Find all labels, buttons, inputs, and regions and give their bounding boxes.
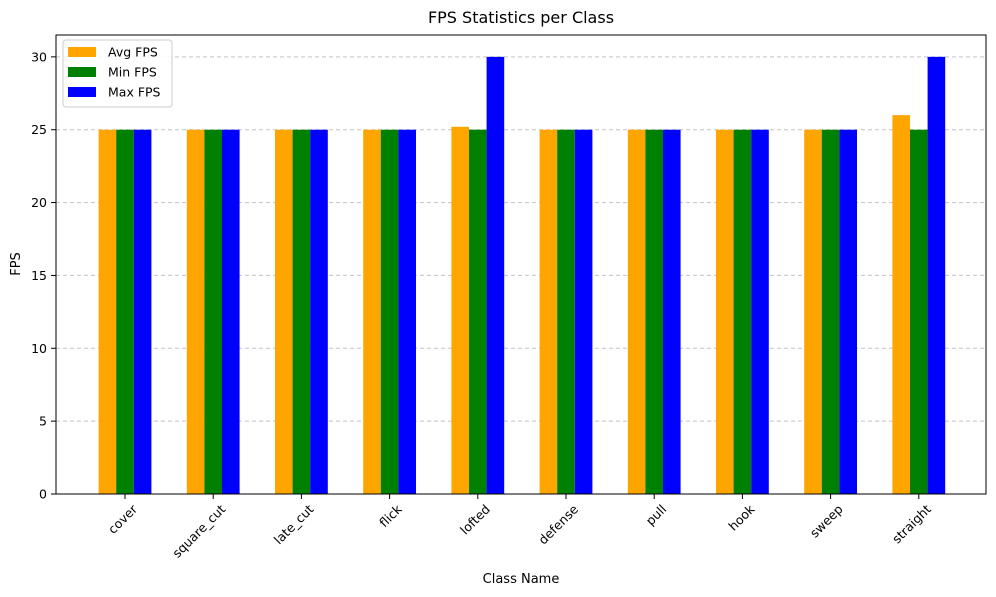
bar-min-fps-hook bbox=[733, 129, 752, 494]
bar-max-fps-pull bbox=[663, 129, 681, 494]
bar-min-fps-square_cut bbox=[204, 129, 222, 494]
bar-min-fps-cover bbox=[116, 129, 134, 494]
bar-min-fps-flick bbox=[380, 129, 399, 494]
y-tick-label: 10 bbox=[31, 341, 47, 356]
x-tick-label: flick bbox=[376, 501, 405, 530]
legend-label: Max FPS bbox=[108, 85, 161, 100]
y-tick-label: 30 bbox=[31, 49, 47, 64]
bar-max-fps-hook bbox=[751, 129, 769, 494]
bar-max-fps-sweep bbox=[839, 129, 857, 494]
bar-max-fps-late_cut bbox=[310, 129, 328, 494]
x-tick-label: defense bbox=[535, 501, 581, 547]
bar-avg-fps-flick bbox=[363, 129, 381, 494]
x-axis-label: Class Name bbox=[483, 572, 560, 587]
y-axis-label: FPS bbox=[9, 252, 24, 276]
bar-avg-fps-straight bbox=[892, 115, 910, 495]
legend-label: Avg FPS bbox=[108, 45, 158, 60]
y-tick-label: 25 bbox=[31, 122, 47, 137]
bars bbox=[98, 56, 946, 495]
y-tick-label: 20 bbox=[31, 195, 47, 210]
bar-avg-fps-hook bbox=[716, 129, 734, 494]
bar-avg-fps-sweep bbox=[804, 129, 822, 494]
plot-frame bbox=[55, 34, 987, 495]
y-tick-label: 5 bbox=[39, 414, 47, 429]
bar-avg-fps-defense bbox=[539, 129, 558, 494]
y-tick-label: 0 bbox=[39, 487, 47, 502]
bar-max-fps-lofted bbox=[486, 56, 505, 494]
x-tick-label: late_cut bbox=[271, 501, 317, 547]
bar-avg-fps-cover bbox=[98, 129, 117, 494]
legend-swatch bbox=[68, 67, 96, 77]
x-tick-label: lofted bbox=[457, 502, 493, 538]
bar-max-fps-cover bbox=[133, 129, 152, 494]
legend-swatch bbox=[68, 47, 96, 57]
x-axis: cover square_cut late_cut flick lofted defens… bbox=[105, 494, 934, 561]
x-tick-label: square_cut bbox=[169, 501, 228, 560]
bar-max-fps-square_cut bbox=[222, 129, 240, 494]
bar-min-fps-pull bbox=[645, 129, 663, 494]
y-tick-label: 15 bbox=[31, 268, 47, 283]
bar-avg-fps-late_cut bbox=[275, 129, 293, 494]
x-tick-label: sweep bbox=[807, 501, 846, 540]
legend-label: Min FPS bbox=[108, 65, 157, 80]
x-tick-label: pull bbox=[643, 502, 670, 529]
legend: Avg FPS Min FPS Max FPS bbox=[62, 39, 173, 108]
legend-swatch bbox=[68, 87, 96, 97]
bar-max-fps-straight bbox=[927, 56, 946, 494]
x-tick-label: hook bbox=[725, 501, 758, 534]
bar-min-fps-straight bbox=[910, 129, 928, 494]
x-tick-label: cover bbox=[105, 501, 141, 537]
x-tick-label: straight bbox=[889, 501, 934, 546]
bar-min-fps-defense bbox=[557, 129, 575, 494]
bar-max-fps-flick bbox=[398, 129, 416, 494]
bar-min-fps-sweep bbox=[821, 129, 840, 494]
bar-avg-fps-pull bbox=[627, 129, 646, 494]
bar-avg-fps-square_cut bbox=[186, 129, 205, 494]
bar-avg-fps-lofted bbox=[451, 126, 469, 495]
chart-title: FPS Statistics per Class bbox=[428, 8, 614, 27]
y-axis: 0 5 10 15 20 25 30 bbox=[31, 49, 56, 502]
bar-min-fps-late_cut bbox=[292, 129, 311, 494]
bar-max-fps-defense bbox=[574, 129, 593, 494]
bar-min-fps-lofted bbox=[469, 129, 487, 494]
